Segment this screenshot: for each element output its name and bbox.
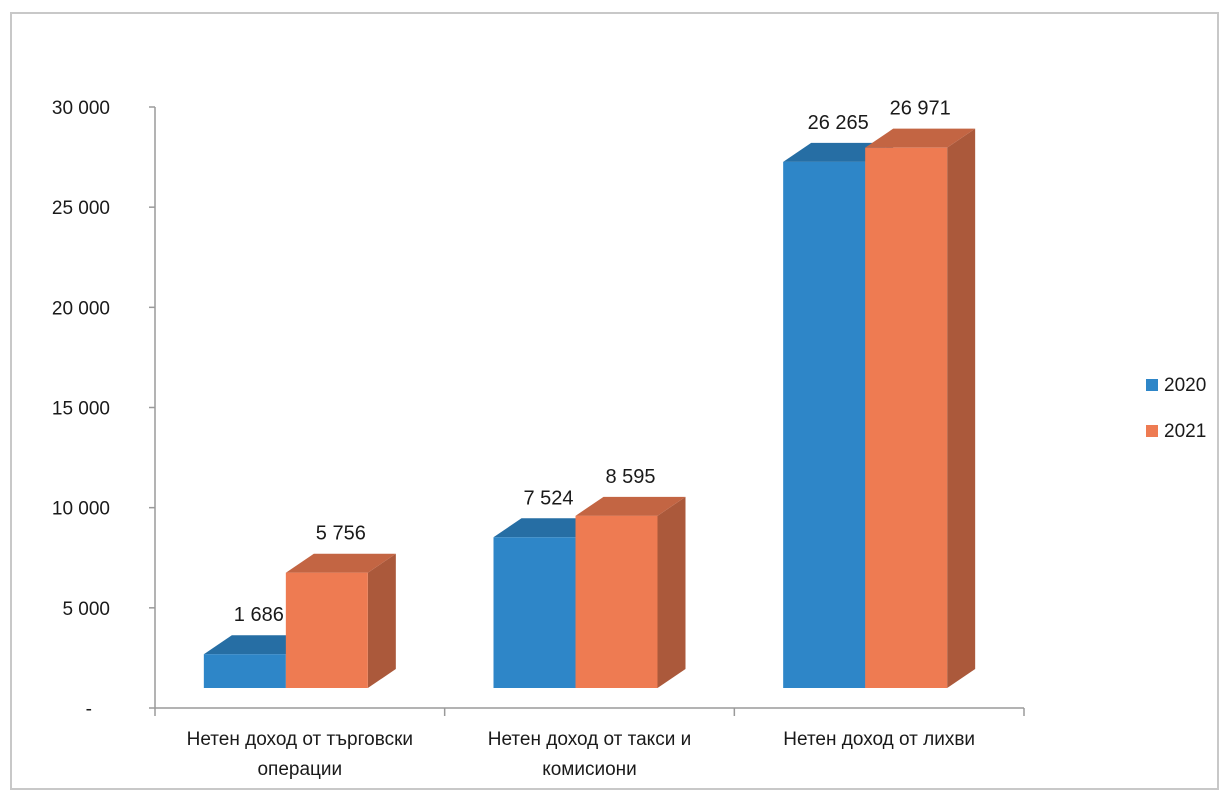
bar: [575, 515, 658, 688]
y-tick-label: 5 000: [62, 599, 110, 620]
data-label: 26 265: [808, 112, 869, 134]
data-label: 1 686: [234, 604, 284, 626]
y-tick-label: 30 000: [52, 98, 110, 119]
category-label: операции: [257, 759, 342, 780]
bar: [203, 654, 286, 688]
legend-label: 2020: [1164, 375, 1206, 396]
y-tick-label: 20 000: [52, 298, 110, 319]
bar: [865, 147, 948, 688]
bar-top: [575, 496, 686, 516]
bar-top: [285, 553, 396, 573]
bar-top: [865, 128, 976, 148]
legend-swatch: [1146, 379, 1158, 391]
data-label: 7 524: [523, 487, 573, 509]
legend-swatch: [1146, 425, 1158, 437]
y-tick-label: -: [86, 699, 92, 720]
category-label: Нетен доход от такси и: [488, 729, 691, 750]
data-label: 5 756: [316, 523, 366, 545]
bar: [493, 537, 576, 688]
category-label: комисиони: [542, 759, 637, 780]
category-label: Нетен доход от лихви: [783, 729, 975, 750]
data-label: 26 971: [890, 98, 951, 120]
category-label: Нетен доход от търговски: [187, 729, 413, 750]
y-tick-label: 25 000: [52, 198, 110, 219]
data-label: 8 595: [605, 466, 655, 488]
bar-side: [947, 128, 976, 688]
bar-side: [657, 496, 686, 688]
bar-side: [367, 553, 396, 688]
bar: [285, 572, 368, 688]
bar: [783, 161, 866, 689]
y-tick-label: 15 000: [52, 399, 110, 420]
y-tick-label: 10 000: [52, 499, 110, 520]
legend-label: 2021: [1164, 421, 1206, 442]
